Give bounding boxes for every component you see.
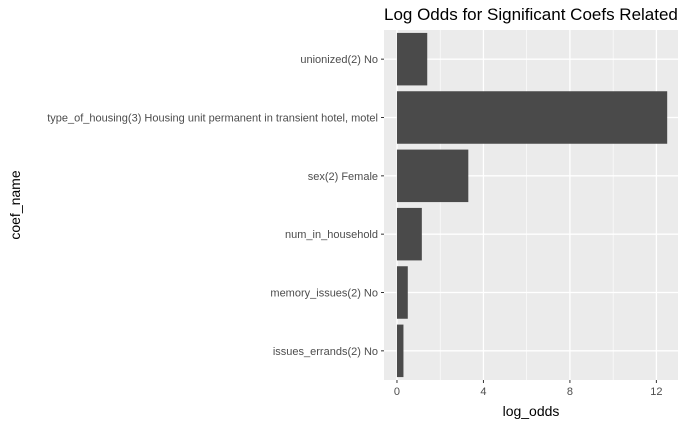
y-tick-layer: unionized(2) No type_of_housing(3) Housin… [47, 54, 384, 358]
bar [396, 149, 469, 203]
grid-layer [384, 30, 678, 380]
y-axis-title: coef_name [7, 170, 23, 239]
x-tick-layer: 0 4 8 12 [394, 380, 663, 398]
bar [396, 324, 404, 378]
y-tick-label: memory_issues(2) No [270, 288, 378, 300]
y-tick-label: num_in_household [285, 229, 378, 241]
y-tick-label: type_of_housing(3) Housing unit permanen… [47, 113, 378, 125]
x-tick-label: 12 [650, 386, 662, 398]
x-tick-label: 4 [480, 386, 486, 398]
y-tick-label: sex(2) Female [308, 171, 378, 183]
y-tick-label: issues_errands(2) No [273, 346, 378, 358]
x-tick-label: 0 [394, 386, 400, 398]
x-axis-title: log_odds [503, 403, 560, 419]
bar [396, 266, 408, 319]
y-tick-label: unionized(2) No [300, 54, 378, 66]
x-tick-label: 8 [567, 386, 573, 398]
bar-layer [396, 32, 668, 378]
bar [396, 32, 428, 86]
chart-title: Log Odds for Significant Coefs Related [384, 5, 678, 24]
bar [396, 207, 422, 261]
bar [396, 91, 668, 144]
plot-panel [384, 30, 678, 380]
